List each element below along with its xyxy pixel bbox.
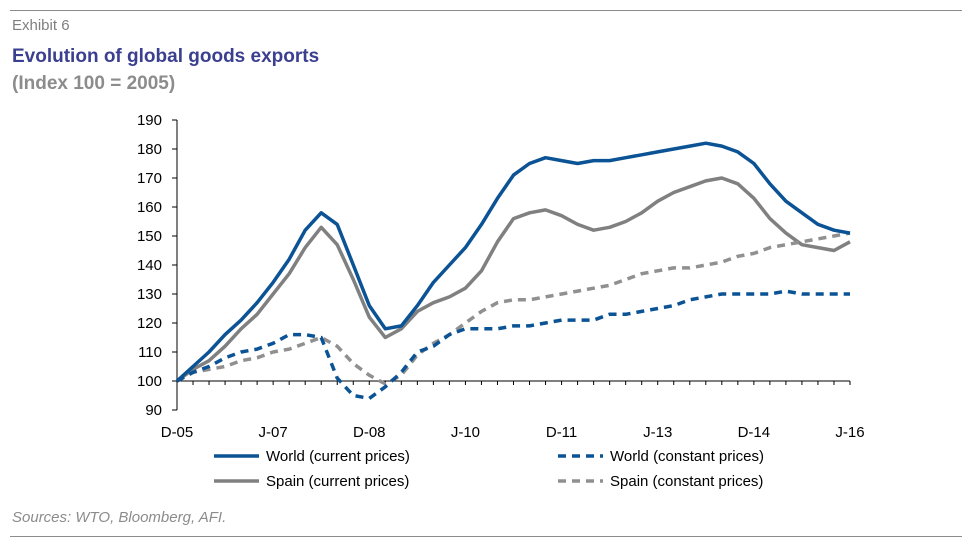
top-rule	[10, 10, 962, 11]
y-tick-label: 190	[137, 112, 162, 129]
bottom-rule	[10, 536, 962, 537]
series-line-1	[176, 289, 850, 401]
x-tick-label: D-08	[353, 424, 386, 441]
legend-label-2: Spain (current prices)	[266, 473, 409, 490]
y-tick-label: 110	[138, 344, 162, 361]
chart-legend: World (current prices) World (constant pr…	[214, 448, 764, 490]
series-line-3	[176, 231, 851, 386]
series-line-2	[175, 176, 851, 383]
legend-label-3: Spain (constant prices)	[610, 473, 763, 490]
legend-label-0: World (current prices)	[266, 448, 410, 465]
x-tick-label: D-05	[161, 424, 194, 441]
exhibit-label: Exhibit 6	[12, 17, 70, 34]
y-tick-label: 170	[137, 170, 162, 187]
legend-label-1: World (constant prices)	[610, 448, 764, 465]
chart-title: Evolution of global goods exports	[12, 46, 320, 67]
chart-subtitle: (Index 100 = 2005)	[12, 73, 176, 94]
y-tick-label: 150	[137, 228, 162, 245]
y-tick-label: 130	[137, 286, 162, 303]
y-tick-label: 160	[137, 199, 162, 216]
y-tick-label: 90	[145, 402, 162, 419]
y-tick-label: 120	[137, 315, 162, 332]
x-tick-label: J-10	[451, 424, 480, 441]
x-tick-label: J-13	[643, 424, 672, 441]
x-tick-label: J-07	[259, 424, 288, 441]
chart-axes: 90 100 110 120 130 140 150 160 170 180 190 D-05 J-07…	[137, 112, 865, 441]
y-tick-label: 140	[137, 257, 162, 274]
series-line-0	[175, 141, 851, 383]
y-tick-label: 100	[137, 373, 162, 390]
x-tick-label: D-14	[738, 424, 771, 441]
x-tick-label: D-11	[546, 424, 577, 441]
x-tick-label: J-16	[835, 424, 864, 441]
y-tick-label: 180	[137, 141, 162, 158]
chart-lines	[175, 141, 851, 401]
source-note: Sources: WTO, Bloomberg, AFI.	[12, 509, 227, 526]
